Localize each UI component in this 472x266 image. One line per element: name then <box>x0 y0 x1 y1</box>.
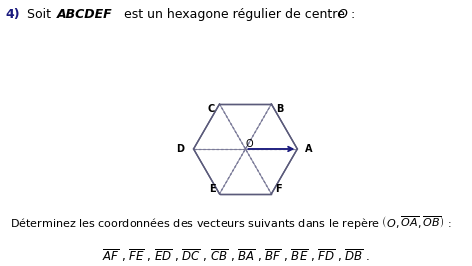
Text: Soit: Soit <box>27 8 55 21</box>
Text: C: C <box>207 104 215 114</box>
Text: D: D <box>177 144 185 154</box>
Text: :: : <box>347 8 355 21</box>
Text: B: B <box>276 104 284 114</box>
Text: E: E <box>209 184 216 194</box>
Text: est un hexagone régulier de centre: est un hexagone régulier de centre <box>120 8 349 21</box>
Text: O: O <box>245 139 253 149</box>
Text: Déterminez les coordonnées des vecteurs suivants dans le repère $\left(O,\overli: Déterminez les coordonnées des vecteurs … <box>10 214 452 231</box>
Text: F: F <box>275 184 282 194</box>
Text: 4): 4) <box>5 8 20 21</box>
Text: $\overline{AF}$ , $\overline{FE}$ , $\overline{ED}$ , $\overline{DC}$ , $\overli: $\overline{AF}$ , $\overline{FE}$ , $\ov… <box>102 247 370 264</box>
Text: O: O <box>338 8 348 21</box>
Text: ABCDEF: ABCDEF <box>57 8 113 21</box>
Text: A: A <box>305 144 313 154</box>
